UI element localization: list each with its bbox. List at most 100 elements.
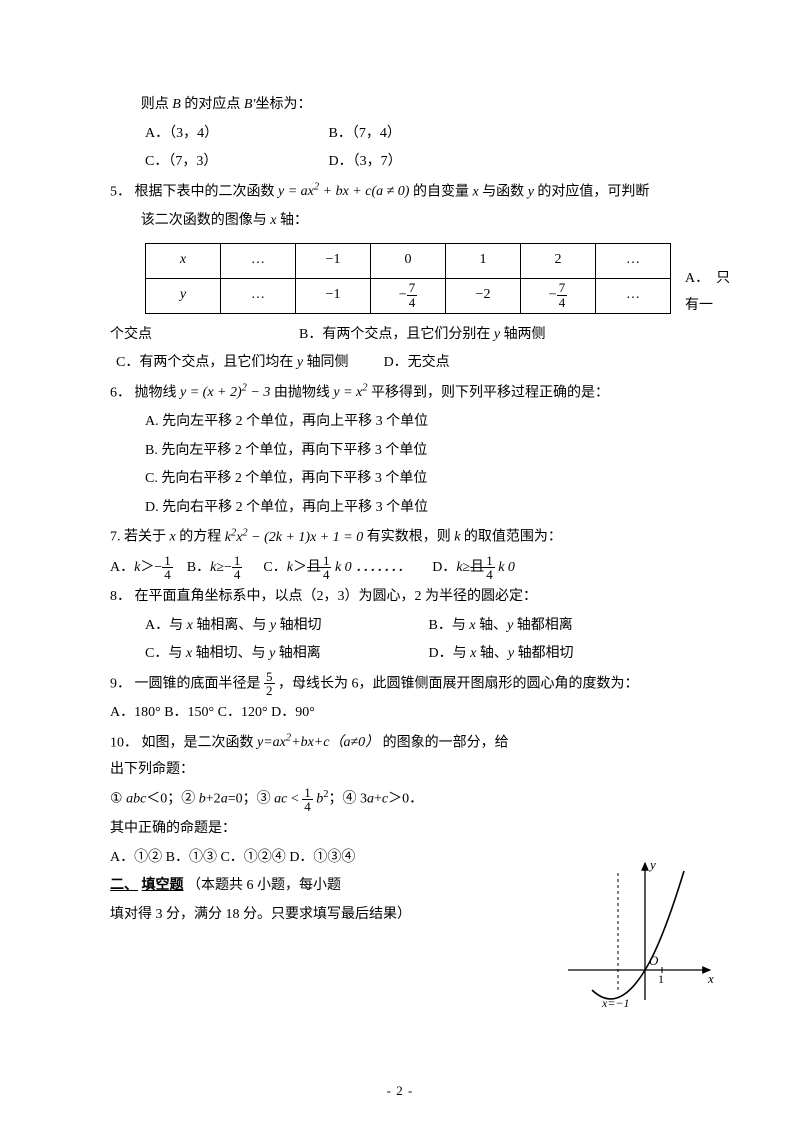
q5-r1c4: 0 — [371, 243, 446, 278]
q4-stem: 则点 B 的对应点 B′坐标为： — [110, 92, 690, 119]
origin-label: O — [649, 953, 659, 968]
q5-formula: y = ax2 + bx + c(a ≠ 0) — [278, 184, 409, 199]
q5-opt-a2: 个交点 — [110, 327, 152, 342]
q6-stem1: 抛物线 — [135, 385, 181, 400]
q6-opt-b: B. 先向左平移 2 个单位，再向下平移 3 个单位 — [110, 438, 690, 465]
q7-formula: k2x2 − (2k + 1)x + 1 = 0 — [225, 530, 363, 545]
q9-opt-a: A．180° — [110, 705, 161, 720]
q5-table: x … −1 0 1 2 … y … −1 −74 −2 −74 … — [145, 243, 671, 314]
q5-opt-b: B．有两个交点，且它们分别在 y 轴两侧 — [299, 327, 546, 342]
q5-stem-line2: 该二次函数的图像与 x 轴： — [110, 208, 690, 235]
q7-opt-b: B．k≥−14 — [187, 560, 243, 575]
q5-r1c5: 1 — [446, 243, 521, 278]
q10-block: 10． 如图，是二次函数 y=ax2+bx+c（a≠0） 的图象的一部分，给出下… — [110, 729, 690, 872]
q10-opt-b: B．①③ — [166, 850, 217, 865]
q7-stem2: 有实数根，则 k 的取值范围为： — [367, 530, 562, 545]
q5-r1c2: … — [221, 243, 296, 278]
q5-r2c1: y — [146, 278, 221, 313]
q5-r2c7: … — [596, 278, 671, 313]
q10-graph: y x O 1 x=−1 — [550, 855, 720, 1015]
page-footer: - 2 - — [0, 1079, 800, 1104]
q10-opt-a: A．①② — [110, 850, 162, 865]
q10-props: ① abc＜0；② b+2a=0；③ ac < 14 b2；④ 3a+c＞0． — [110, 785, 510, 814]
q7-stem1: 若关于 x 的方程 — [124, 530, 225, 545]
q4-opt-a: A．（3，4） — [145, 121, 325, 148]
q6-opt-a: A. 先向左平移 2 个单位，再向上平移 3 个单位 — [110, 409, 690, 436]
q10-stem: 10． 如图，是二次函数 y=ax2+bx+c（a≠0） 的图象的一部分，给出下… — [110, 729, 510, 784]
q7-stem: 7. 若关于 x 的方程 k2x2 − (2k + 1)x + 1 = 0 有实… — [110, 523, 690, 551]
q8-opt-b: B．与 x 轴、y 轴都相离 — [429, 613, 573, 640]
q9-stem1: 一圆锥的底面半径是 — [135, 676, 261, 691]
q5-opts-line3: C．有两个交点，且它们均在 y 轴同侧 D．无交点 — [110, 350, 690, 377]
q8-opt-a: A．与 x 轴相离、与 y 轴相切 — [145, 613, 425, 640]
q6-opt-c: C. 先向右平移 2 个单位，再向下平移 3 个单位 — [110, 466, 690, 493]
q8-row1: A．与 x 轴相离、与 y 轴相切 B．与 x 轴、y 轴都相离 — [110, 613, 690, 640]
q6-stem3: 平移得到，则下列平移过程正确的是： — [371, 385, 609, 400]
xeq-label: x=−1 — [601, 996, 630, 1010]
q8-stem-text: 在平面直角坐标系中，以点（2，3）为圆心，2 为半径的圆必定： — [135, 589, 538, 604]
q5-opts-line2: 个交点 B．有两个交点，且它们分别在 y 轴两侧 — [110, 322, 690, 349]
graph-svg: y x O 1 x=−1 — [550, 855, 720, 1015]
q5-table-wrap: x … −1 0 1 2 … y … −1 −74 −2 −74 … A． 只有… — [110, 237, 690, 320]
q5-r2c2: … — [221, 278, 296, 313]
q6-f2: y = x2 — [333, 385, 367, 400]
q7-opt-a: A．k＞−14 — [110, 560, 173, 575]
q9-stem: 9． 一圆锥的底面半径是 52 ，母线长为 6，此圆锥侧面展开图扇形的圆心角的度… — [110, 670, 690, 698]
section2-lead: 二、 — [110, 878, 138, 893]
q10-opt-d: D．①③④ — [289, 850, 355, 865]
q9-opt-d: D．90° — [271, 705, 315, 720]
page: 则点 B 的对应点 B′坐标为： A．（3，4） B．（7，4） C．（7，3）… — [0, 0, 800, 1132]
q5-r1c3: −1 — [296, 243, 371, 278]
q8-stem: 8． 在平面直角坐标系中，以点（2，3）为圆心，2 为半径的圆必定： — [110, 584, 690, 611]
q4-options-row1: A．（3，4） B．（7，4） — [110, 121, 690, 148]
section2-title: 填空题 — [142, 878, 184, 893]
q5-opt-c: C．有两个交点，且它们均在 y 轴同侧 — [116, 355, 349, 370]
q8-num: 8． — [110, 589, 131, 604]
q7-opt-d: D．k≥且14 k 0 — [432, 560, 515, 575]
x-label: x — [707, 971, 714, 986]
q5-r2c5: −2 — [446, 278, 521, 313]
q8-opt-d: D．与 x 轴、y 轴都相切 — [429, 641, 574, 668]
q9-num: 9． — [110, 676, 131, 691]
q10-num: 10． — [110, 735, 138, 750]
y-label: y — [648, 857, 656, 872]
section2-after: （本题共 6 小题，每小题 — [187, 878, 341, 893]
q8-row2: C．与 x 轴相切、与 y 轴相离 D．与 x 轴、y 轴都相切 — [110, 641, 690, 668]
q5-stem-line1: 5． 根据下表中的二次函数 y = ax2 + bx + c(a ≠ 0) 的自… — [110, 178, 690, 206]
table-row: x … −1 0 1 2 … — [146, 243, 671, 278]
q5-r2c4: −74 — [371, 278, 446, 313]
q5-num: 5． — [110, 184, 131, 199]
one-label: 1 — [658, 972, 664, 986]
q7-opt-c: C．k＞且14 k 0 ．．．．．．． — [263, 560, 411, 575]
q10-stem1: 如图，是二次函数 — [142, 735, 258, 750]
q9-stem2: ，母线长为 6，此圆锥侧面展开图扇形的圆心角的度数为： — [278, 676, 639, 691]
q5-stem1: 根据下表中的二次函数 — [135, 184, 279, 199]
q6-stem: 6． 抛物线 y = (x + 2)2 − 3 由抛物线 y = x2 平移得到… — [110, 379, 690, 407]
q5-opt-a: A． 只有一 — [685, 266, 730, 319]
q10-opt-c: C．①②④ — [220, 850, 285, 865]
q5-r1c7: … — [596, 243, 671, 278]
q9-options: A．180° B．150° C．120° D．90° — [110, 700, 690, 727]
q7-options: A．k＞−14 B．k≥−14 C．k＞且14 k 0 ．．．．．．． D．k≥… — [110, 554, 690, 582]
table-row: y … −1 −74 −2 −74 … — [146, 278, 671, 313]
q10-options: A．①② B．①③ C．①②④ D．①③④ — [110, 845, 510, 872]
q9-opt-b: B．150° — [164, 705, 214, 720]
q7-num: 7. — [110, 530, 124, 545]
q5-r1c6: 2 — [521, 243, 596, 278]
q8-opt-c: C．与 x 轴相切、与 y 轴相离 — [145, 641, 425, 668]
q5-opt-d: D．无交点 — [384, 355, 450, 370]
q6-opt-d: D. 先向右平移 2 个单位，再向上平移 3 个单位 — [110, 495, 690, 522]
q4-opt-b: B．（7，4） — [329, 121, 509, 148]
q4-opt-d: D．（3，7） — [329, 149, 509, 176]
q5-r2c3: −1 — [296, 278, 371, 313]
q5-stem2: 的自变量 x 与函数 y 的对应值，可判断 — [413, 184, 649, 199]
q9-frac: 52 — [264, 670, 275, 698]
q4-options-row2: C．（7，3） D．（3，7） — [110, 149, 690, 176]
q5-r1c1: x — [146, 243, 221, 278]
q6-stem2: 由抛物线 — [274, 385, 334, 400]
q9-opt-c: C．120° — [218, 705, 268, 720]
q10-formula: y=ax2+bx+c（a≠0） — [257, 735, 379, 750]
q5-r2c6: −74 — [521, 278, 596, 313]
q10-label: 其中正确的命题是： — [110, 816, 510, 843]
q6-num: 6． — [110, 385, 131, 400]
